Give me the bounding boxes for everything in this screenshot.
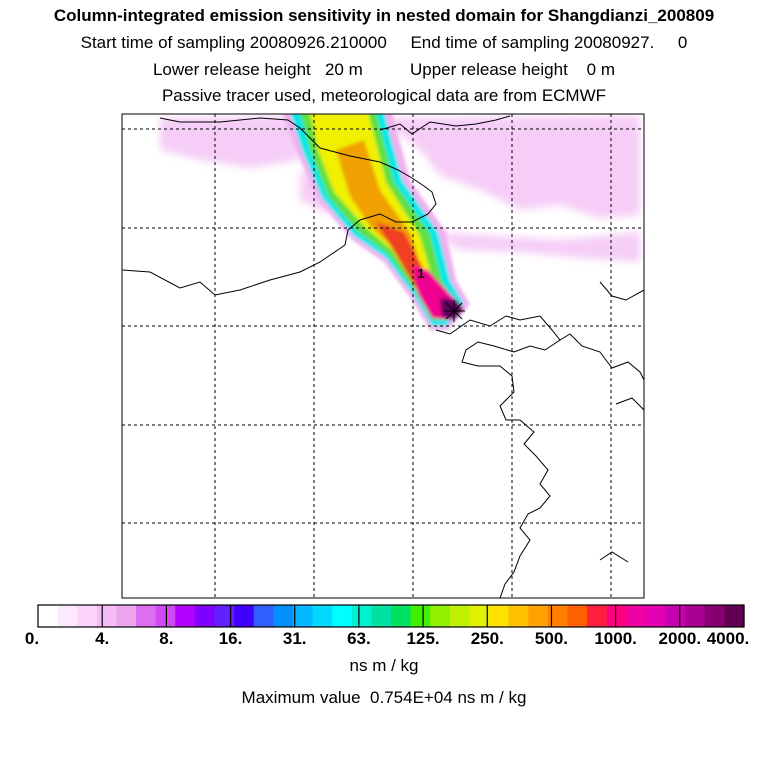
colorbar-units: ns m / kg bbox=[349, 656, 419, 675]
colorbar-cell bbox=[96, 605, 118, 627]
colorbar-cell bbox=[253, 605, 274, 627]
emission-plume bbox=[282, 114, 470, 330]
plot-title: Column-integrated emission sensitivity i… bbox=[53, 6, 715, 25]
colorbar-tick-label: 31. bbox=[282, 629, 307, 648]
colorbar bbox=[37, 604, 745, 628]
sampling-times: Start time of sampling 20080926.210000 E… bbox=[80, 33, 688, 52]
colorbar-cell bbox=[371, 605, 392, 627]
colorbar-cell bbox=[626, 605, 647, 627]
colorbar-cell bbox=[312, 605, 333, 627]
colorbar-cell bbox=[606, 605, 627, 627]
colorbar-cell bbox=[136, 605, 157, 627]
tracer-info: Passive tracer used, meteorological data… bbox=[161, 86, 607, 105]
station-label: 1 bbox=[417, 266, 424, 281]
colorbar-tick-label: 125. bbox=[406, 629, 440, 648]
colorbar-cell bbox=[292, 605, 314, 627]
colorbar-cell bbox=[116, 605, 137, 627]
colorbar-tick-label: 250. bbox=[470, 629, 504, 648]
coastlines bbox=[122, 115, 644, 598]
colorbar-cell bbox=[489, 605, 510, 627]
colorbar-tick-label: 4000. bbox=[706, 629, 750, 648]
emission-sensitivity-map: 1 bbox=[121, 113, 645, 599]
colorbar-cell bbox=[430, 605, 451, 627]
receptor-star-icon bbox=[443, 300, 465, 322]
colorbar-cell bbox=[77, 605, 98, 627]
colorbar-cell bbox=[724, 605, 745, 627]
colorbar-cell bbox=[528, 605, 549, 627]
colorbar-cell bbox=[685, 605, 706, 627]
colorbar-cell bbox=[704, 605, 725, 627]
colorbar-tick-label: 2000. bbox=[658, 629, 702, 648]
colorbar-cell bbox=[469, 605, 490, 627]
colorbar-cell bbox=[214, 605, 235, 627]
colorbar-tick-label: 8. bbox=[159, 629, 174, 648]
colorbar-cell bbox=[38, 605, 59, 627]
colorbar-cell bbox=[547, 605, 569, 627]
map-frame bbox=[121, 113, 645, 599]
colorbar-cell bbox=[449, 605, 471, 627]
lat-lon-grid bbox=[122, 114, 644, 598]
colorbar-cell bbox=[351, 605, 372, 627]
colorbar-tick-label: 1000. bbox=[594, 629, 637, 648]
colorbar-cell bbox=[332, 605, 353, 627]
maximum-value: Maximum value 0.754E+04 ns m / kg bbox=[241, 688, 527, 707]
colorbar-tick-label: 4. bbox=[95, 629, 110, 648]
colorbar-tick-label: 16. bbox=[218, 629, 243, 648]
colorbar-cell bbox=[587, 605, 608, 627]
colorbar-cell bbox=[175, 605, 196, 627]
colorbar-cell bbox=[665, 605, 686, 627]
colorbar-cell bbox=[567, 605, 588, 627]
colorbar-frame bbox=[37, 604, 745, 628]
release-heights: Lower release height 20 m Upper release … bbox=[152, 60, 616, 79]
colorbar-tick-label: 0. bbox=[24, 629, 40, 648]
colorbar-cell bbox=[234, 605, 255, 627]
colorbar-cell bbox=[645, 605, 667, 627]
colorbar-tick-label: 63. bbox=[347, 629, 371, 648]
colorbar-cell bbox=[508, 605, 529, 627]
colorbar-cell bbox=[410, 605, 431, 627]
colorbar-cell bbox=[391, 605, 412, 627]
colorbar-cell bbox=[57, 605, 78, 627]
colorbar-cell bbox=[194, 605, 216, 627]
colorbar-tick-label: 500. bbox=[534, 629, 568, 648]
colorbar-cell bbox=[273, 605, 294, 627]
